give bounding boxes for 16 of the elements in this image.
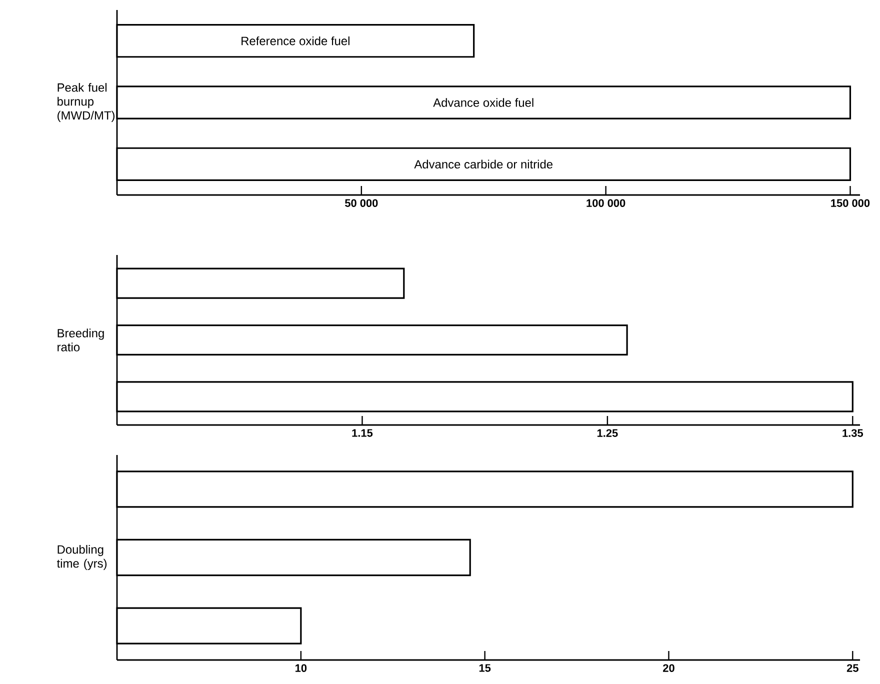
x-tick-label: 100 000: [586, 199, 626, 207]
x-tick-label: 10: [296, 664, 307, 672]
x-tick-label: 25: [846, 664, 858, 672]
x-tick-label: 1.15: [352, 429, 373, 437]
x-tick-label: 150 000: [831, 199, 870, 207]
y-axis-title: Breeding ratio: [58, 328, 104, 352]
x-tick-label: 15: [479, 664, 491, 672]
x-tick-label: 20: [663, 664, 674, 672]
y-tick-label: Advance oxide fuel: [433, 98, 534, 107]
y-axis-title: Peak fuel burnup (MWD/MT): [58, 82, 114, 122]
x-tick-label: 1.35: [842, 429, 863, 437]
y-axis-title: Doubling time (yrs): [56, 544, 107, 570]
x-tick-label: 50 000: [344, 199, 378, 207]
y-tick-label: Reference oxide fuel: [242, 36, 350, 46]
y-tick-label: Advance carbide or nitride: [414, 160, 552, 169]
x-tick-label: 1.25: [597, 429, 618, 437]
